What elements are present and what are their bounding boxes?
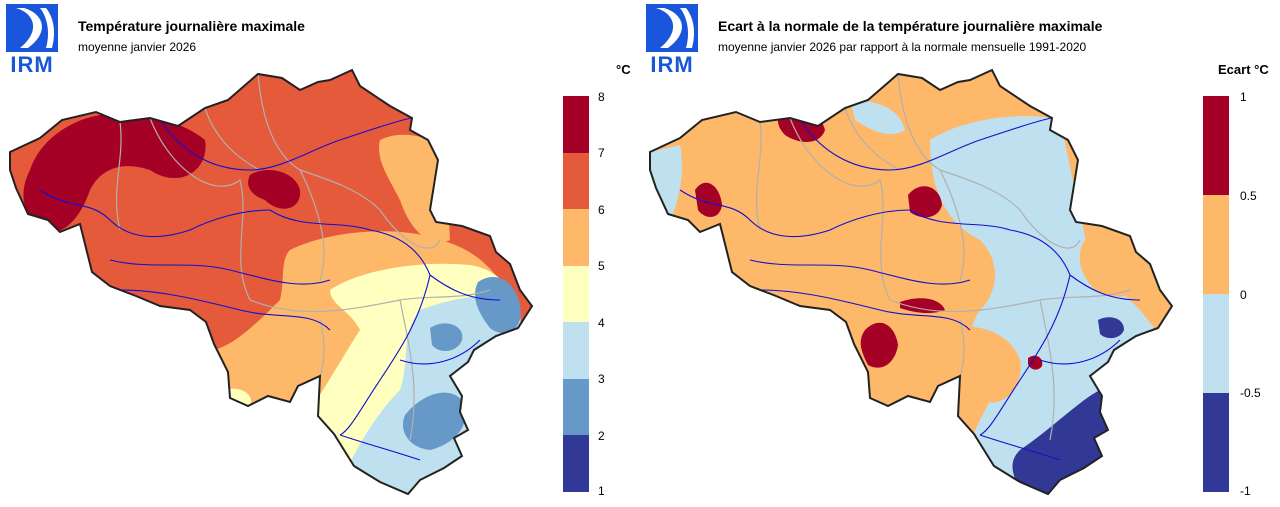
legend-tick: 8 (598, 90, 605, 104)
color-legend (563, 96, 589, 492)
irm-logo: IRM (6, 4, 58, 77)
legend-color-segment (563, 265, 589, 323)
irm-logo-icon (646, 4, 698, 52)
legend-color-segment (563, 378, 589, 436)
legend-unit: °C (616, 62, 631, 77)
logo-text: IRM (650, 52, 694, 77)
zone-0.5-1-west (695, 182, 722, 217)
zone-0.5-1-band (900, 298, 945, 314)
rivers (679, 117, 1141, 461)
zone-2-3-mid (430, 323, 463, 352)
province-boundaries (755, 73, 1131, 441)
legend-color-segment (563, 152, 589, 210)
zone-2-3-south (402, 392, 466, 450)
legend-color-segment (563, 96, 589, 153)
legend-tick: -0.5 (1240, 386, 1261, 400)
map-subtitle: moyenne janvier 2026 par rapport à la no… (718, 40, 1087, 54)
map-title: Température journalière maximale (78, 18, 305, 34)
legend-unit: Ecart °C (1218, 62, 1269, 77)
zone-0-0.5-east (1079, 237, 1145, 297)
legend-color-segment (1203, 195, 1229, 294)
legend-color-segment (1203, 96, 1229, 195)
legend-color-segment (1203, 294, 1229, 393)
map-title: Ecart à la normale de la température jou… (718, 18, 1103, 34)
legend-tick: 1 (1240, 90, 1247, 104)
zone-0.5-1-southwest (860, 322, 898, 368)
zone-0-0.5-south-tongue (940, 326, 1021, 403)
rivers (39, 117, 501, 461)
legend-tick: 0.5 (1240, 189, 1257, 203)
map-subtitle: moyenne janvier 2026 (78, 40, 197, 54)
zone-minus1-minus0.5-east (1098, 317, 1124, 339)
map-panel-anomaly: IRM Ecart à la normale de la température… (640, 0, 1280, 507)
legend-color-segment (1203, 393, 1229, 492)
map-panel-tmax: IRM Température journalière maximale moy… (6, 4, 631, 498)
irm-logo-icon (6, 4, 58, 52)
legend-color-segment (563, 322, 589, 379)
legend-tick: 1 (598, 484, 605, 498)
legend-tick: 5 (598, 259, 605, 273)
legend-color-segment (563, 435, 589, 492)
legend-tick: 3 (598, 372, 605, 386)
legend-tick: 4 (598, 316, 605, 330)
irm-logo: IRM (646, 4, 698, 77)
color-legend (1203, 96, 1229, 492)
logo-text: IRM (10, 52, 54, 77)
zone-0.5-1-center (908, 186, 942, 218)
legend-tick: 6 (598, 203, 605, 217)
legend-tick: 0 (1240, 288, 1247, 302)
legend-tick: -1 (1240, 484, 1251, 498)
legend-color-segment (563, 209, 589, 266)
zone-minus0.5-0-north (850, 100, 905, 135)
zone-0.5-1-small (1028, 355, 1043, 370)
belgium-map-tmax (9, 69, 533, 495)
belgium-map-anomaly (649, 69, 1173, 495)
zone-7-8-center (248, 170, 301, 209)
legend-tick: 7 (598, 146, 605, 160)
legend-tick: 2 (598, 429, 605, 443)
